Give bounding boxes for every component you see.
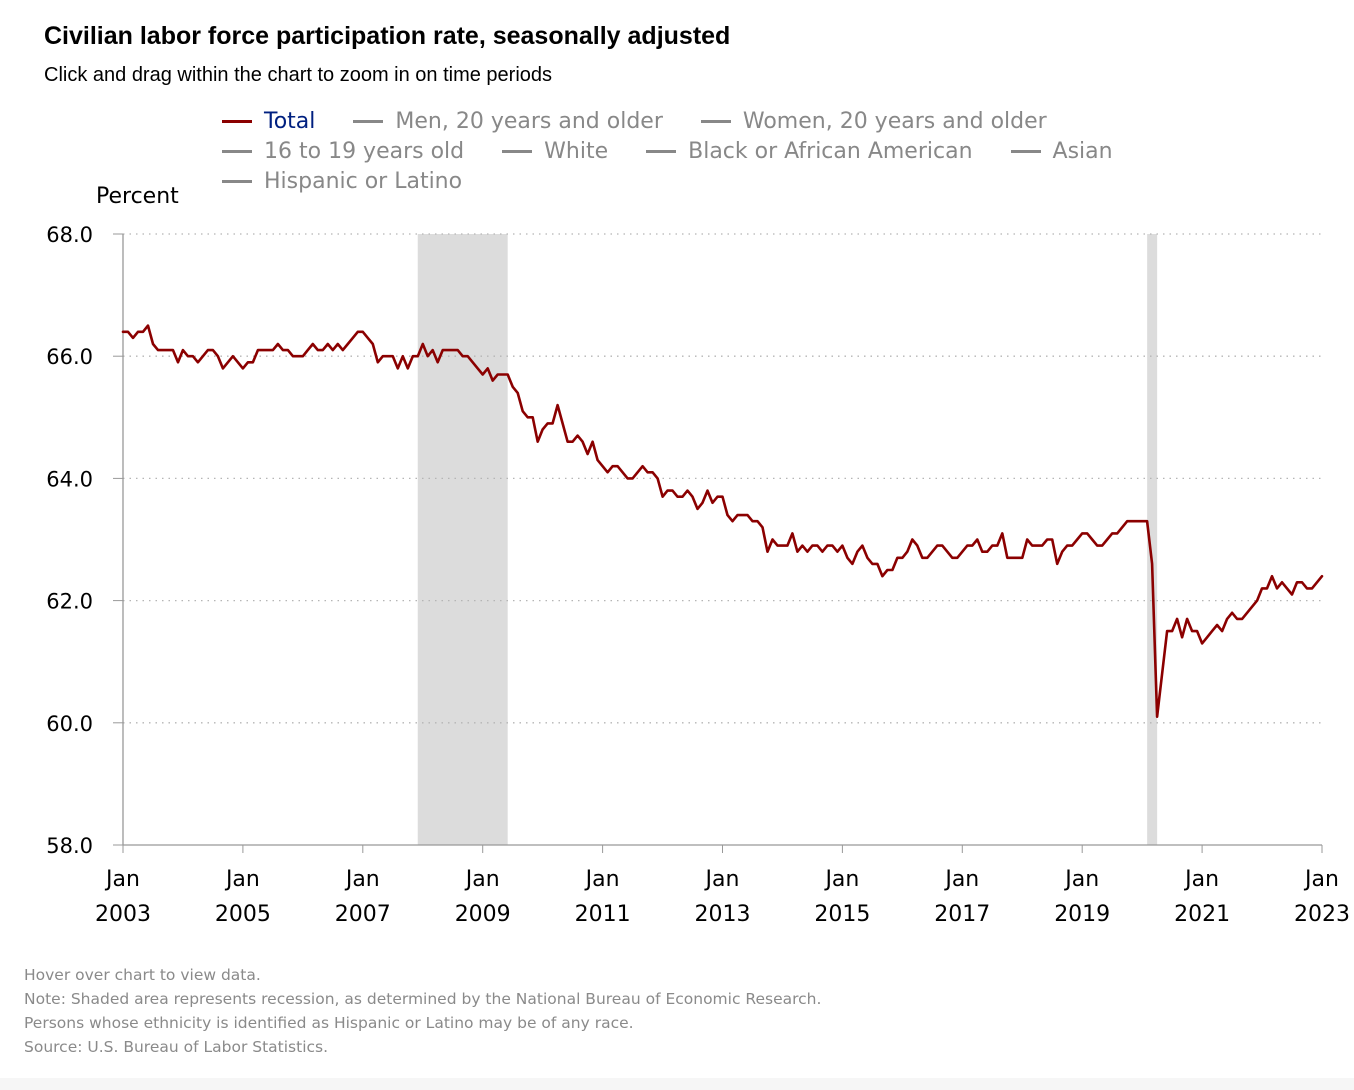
legend-swatch [700, 119, 731, 123]
legend-swatch [222, 119, 252, 123]
x-tick-year: 2019 [1054, 902, 1110, 927]
recession-note: Note: Shaded area represents recession, … [24, 990, 822, 1008]
recession-band [1147, 234, 1158, 845]
legend-label: 16 to 19 years old [264, 138, 465, 164]
legend-label: Total [264, 108, 316, 134]
x-tick-month: Jan [584, 867, 620, 892]
hover-note: Hover over chart to view data. [24, 966, 261, 984]
legend-swatch [646, 149, 677, 153]
x-tick-month: Jan [704, 867, 740, 892]
chart-notes: Hover over chart to view data. Note: Sha… [24, 963, 821, 1059]
ethnicity-note: Persons whose ethnicity is identified as… [24, 1014, 634, 1032]
x-tick-year: 2017 [934, 902, 990, 927]
legend-swatch [222, 149, 252, 153]
y-tick-label: 62.0 [46, 590, 93, 614]
x-tick-month: Jan [224, 867, 260, 892]
y-tick-label: 66.0 [46, 345, 93, 369]
x-tick-month: Jan [104, 867, 140, 892]
y-tick-label: 58.0 [46, 834, 93, 858]
y-tick-label: 60.0 [46, 712, 93, 736]
legend-item[interactable]: Total [222, 109, 315, 134]
legend-label: Hispanic or Latino [264, 168, 463, 194]
footer-strip [0, 1078, 1354, 1090]
y-axis-label: Percent [96, 184, 179, 209]
legend-row: Hispanic or Latino [222, 167, 500, 195]
legend-label: Black or African American [688, 138, 973, 164]
x-tick-month: Jan [943, 867, 979, 892]
x-tick-year: 2023 [1294, 902, 1350, 927]
legend-label: White [544, 138, 609, 164]
legend-item[interactable]: Men, 20 years and older [353, 108, 663, 134]
legend-swatch [222, 179, 252, 183]
series-line [121, 324, 1324, 719]
legend-swatch [1010, 149, 1041, 153]
x-tick-month: Jan [1063, 867, 1099, 892]
legend-row: 16 to 19 years old White Black or African … [222, 137, 1151, 165]
chart-title: Civilian labor force participation rate,… [44, 22, 731, 50]
legend-item[interactable]: Asian [1010, 138, 1113, 164]
legend-swatch [502, 149, 533, 153]
legend-item[interactable]: Black or African American [646, 138, 973, 164]
y-tick-label: 68.0 [46, 223, 93, 247]
x-tick-month: Jan [1183, 867, 1219, 892]
x-tick-year: 2021 [1174, 902, 1230, 927]
legend-item[interactable]: White [502, 139, 608, 164]
x-tick-month: Jan [1303, 867, 1339, 892]
x-tick-year: 2003 [95, 902, 151, 927]
x-tick-year: 2013 [695, 902, 751, 927]
x-tick-year: 2015 [814, 902, 870, 927]
legend-item[interactable]: 16 to 19 years old [222, 139, 464, 164]
legend-label: Men, 20 years and older [395, 108, 663, 134]
legend-item[interactable]: Hispanic or Latino [222, 169, 462, 194]
chart-subtitle: Click and drag within the chart to zoom … [44, 64, 553, 86]
source-note: Source: U.S. Bureau of Labor Statistics. [24, 1038, 329, 1056]
x-tick-year: 2011 [575, 902, 631, 927]
x-tick-year: 2007 [335, 902, 391, 927]
legend-item[interactable]: Women, 20 years and older [700, 108, 1047, 134]
legend-swatch [353, 119, 384, 123]
x-tick-year: 2005 [215, 902, 271, 927]
x-tick-month: Jan [344, 867, 380, 892]
x-tick-year: 2009 [455, 902, 511, 927]
x-tick-month: Jan [823, 867, 859, 892]
legend-label: Asian [1052, 138, 1113, 164]
legend-row: Total Men, 20 years and older Women, 20 ye… [222, 107, 1085, 135]
legend-label: Women, 20 years and older [742, 108, 1047, 134]
recession-band [417, 234, 508, 845]
y-tick-label: 64.0 [46, 467, 93, 491]
x-tick-month: Jan [464, 867, 500, 892]
